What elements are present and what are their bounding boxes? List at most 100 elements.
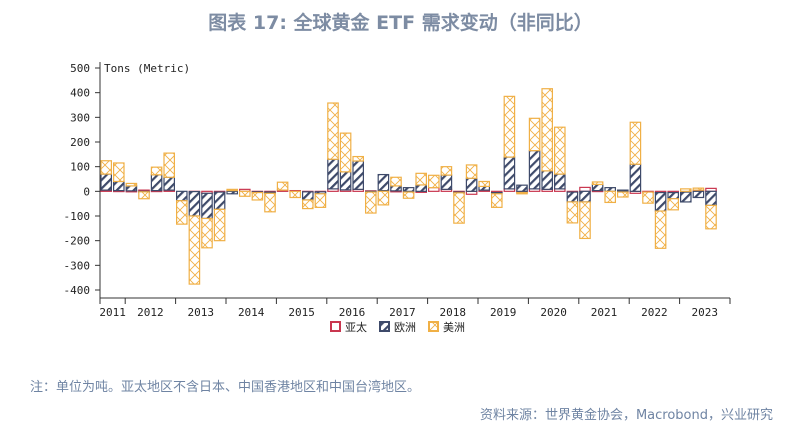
bar-segment-americas-2011Q3 xyxy=(100,160,112,175)
bar-segment-americas-2020Q3 xyxy=(553,126,566,175)
bar-segment-europe-2022Q3 xyxy=(654,191,667,212)
bar-segment-americas-2019Q4 xyxy=(516,191,528,195)
bar-segment-americas-2013Q1 xyxy=(176,200,188,225)
legend-swatch-2 xyxy=(428,321,439,332)
bar-segment-europe-2017Q2 xyxy=(390,185,402,192)
bar-segment-americas-2013Q3 xyxy=(201,217,213,249)
x-tick-label: 2011 xyxy=(99,306,126,319)
bar-segment-europe-2021Q1 xyxy=(579,190,591,203)
bar-segment-europe-2012Q1 xyxy=(125,185,138,192)
bar-segment-americas-2019Q2 xyxy=(491,193,503,208)
bar-segment-americas-2020Q2 xyxy=(541,88,553,172)
bar-segment-americas-2014Q4 xyxy=(264,192,276,213)
bar-segment-americas-2017Q4 xyxy=(415,172,427,186)
bar-segment-americas-2022Q2 xyxy=(642,191,654,204)
bar-segment-americas-2015Q2 xyxy=(289,190,301,199)
bar-segment-americas-2015Q1 xyxy=(276,181,289,191)
bar-segment-europe-2019Q3 xyxy=(503,156,516,190)
y-axis: 500 400 300 200 100 0 -100 -200 -300 -400 xyxy=(64,62,101,298)
legend-swatch-1 xyxy=(379,321,390,332)
x-tick-label: 2014 xyxy=(238,306,265,319)
bar-segment-americas-2022Q1 xyxy=(629,121,642,165)
bar-segment-americas-2018Q2 xyxy=(440,166,453,176)
bars xyxy=(100,88,717,285)
y-tick-label: 0 xyxy=(83,185,90,198)
bar-segment-europe-2011Q3 xyxy=(100,173,112,191)
y-tick-label: 300 xyxy=(70,111,90,124)
bar-segment-americas-2023Q3 xyxy=(705,204,717,230)
bar-segment-europe-2022Q1 xyxy=(629,163,642,192)
bar-segment-europe-2017Q3 xyxy=(402,187,415,192)
bar-segment-americas-2016Q2 xyxy=(339,132,352,173)
bar-segment-europe-2013Q2 xyxy=(188,190,201,217)
x-tick-label: 2015 xyxy=(288,306,315,319)
bar-segment-europe-2019Q4 xyxy=(516,184,528,192)
bar-segment-europe-2013Q4 xyxy=(213,191,226,210)
chart-title: 图表 17: 全球黄金 ETF 需求变动（非同比） xyxy=(208,12,593,34)
y-tick-label: 200 xyxy=(70,136,90,149)
x-tick-label: 2022 xyxy=(641,306,668,319)
bar-segment-americas-2023Q2 xyxy=(692,187,705,191)
bar-segment-europe-2017Q1 xyxy=(377,173,390,192)
y-tick-label: -100 xyxy=(64,210,91,223)
bar-segment-americas-2014Q3 xyxy=(251,191,264,201)
bar-segment-americas-2011Q4 xyxy=(112,162,125,183)
y-tick-label: -300 xyxy=(64,259,91,272)
legend-label: 美洲 xyxy=(443,321,465,334)
bar-segment-europe-2020Q4 xyxy=(566,191,579,203)
legend-label: 欧洲 xyxy=(394,321,416,334)
bar-segment-europe-2020Q3 xyxy=(553,173,566,190)
legend-swatch-0 xyxy=(330,321,341,332)
bar-segment-americas-2021Q3 xyxy=(604,190,616,204)
bar-segment-europe-2023Q3 xyxy=(705,190,717,206)
bar-segment-europe-2013Q3 xyxy=(201,192,213,220)
bar-segment-europe-2012Q3 xyxy=(150,174,163,192)
bar-segment-europe-2016Q2 xyxy=(339,171,352,191)
bar-segment-europe-2022Q4 xyxy=(667,191,679,200)
bar-segment-americas-2017Q1 xyxy=(377,190,390,206)
y-tick-label: 400 xyxy=(70,87,90,100)
y-tick-label: 100 xyxy=(70,161,90,174)
bar-segment-americas-2021Q2 xyxy=(591,181,604,186)
bar-segment-americas-2016Q3 xyxy=(352,155,364,162)
footnote: 注：单位为吨。亚太地区不含日本、中国香港地区和中国台湾地区。 xyxy=(30,380,421,395)
bar-segment-americas-2015Q4 xyxy=(314,193,327,208)
x-tick-label: 2018 xyxy=(440,306,467,319)
source-note: 资料来源：世界黄金协会，Macrobond，兴业研究 xyxy=(479,408,773,423)
bar-segment-europe-2017Q4 xyxy=(415,184,427,192)
bar-segment-americas-2017Q3 xyxy=(402,191,415,199)
bar-segment-europe-2013Q1 xyxy=(176,190,188,202)
bar-segment-europe-2015Q3 xyxy=(302,191,314,201)
x-tick-label: 2020 xyxy=(540,306,567,319)
bar-segment-europe-2016Q1 xyxy=(327,158,339,190)
x-tick-label: 2012 xyxy=(137,306,164,319)
bar-segment-europe-2016Q3 xyxy=(352,160,364,190)
bar-segment-americas-2019Q1 xyxy=(478,180,490,187)
bar-segment-americas-2021Q4 xyxy=(616,191,629,198)
x-tick-label: 2021 xyxy=(591,306,618,319)
x-axis: 2011 2012 2013 2014 2015 2016 2017 2018 2019 2020… xyxy=(99,297,731,319)
bar-segment-europe-2011Q4 xyxy=(112,180,125,192)
bar-segment-americas-2022Q3 xyxy=(654,210,667,249)
bar-segment-europe-2023Q2 xyxy=(692,190,705,199)
y-axis-label: Tons (Metric) xyxy=(104,62,190,75)
bar-segment-americas-2016Q1 xyxy=(327,102,339,160)
bar-segment-americas-2018Q4 xyxy=(465,164,478,179)
bar-segment-americas-2013Q4 xyxy=(213,208,226,242)
y-tick-label: -400 xyxy=(64,284,91,297)
bar-segment-americas-2020Q4 xyxy=(566,201,579,224)
bar-segment-americas-2016Q4 xyxy=(365,191,377,214)
bar-segment-americas-2018Q1 xyxy=(428,174,440,189)
bar-segment-americas-2014Q2 xyxy=(239,190,251,197)
x-tick-label: 2017 xyxy=(389,306,416,319)
x-tick-label: 2023 xyxy=(692,306,719,319)
y-tick-label: 500 xyxy=(70,62,90,75)
bar-segment-europe-2021Q2 xyxy=(591,183,604,192)
bar-segment-americas-2012Q3 xyxy=(150,166,163,176)
bar-segment-europe-2018Q4 xyxy=(465,177,478,192)
bar-segment-americas-2012Q2 xyxy=(138,191,150,200)
bar-segment-europe-2020Q2 xyxy=(541,170,553,190)
bar-segment-europe-2021Q4 xyxy=(616,189,629,192)
